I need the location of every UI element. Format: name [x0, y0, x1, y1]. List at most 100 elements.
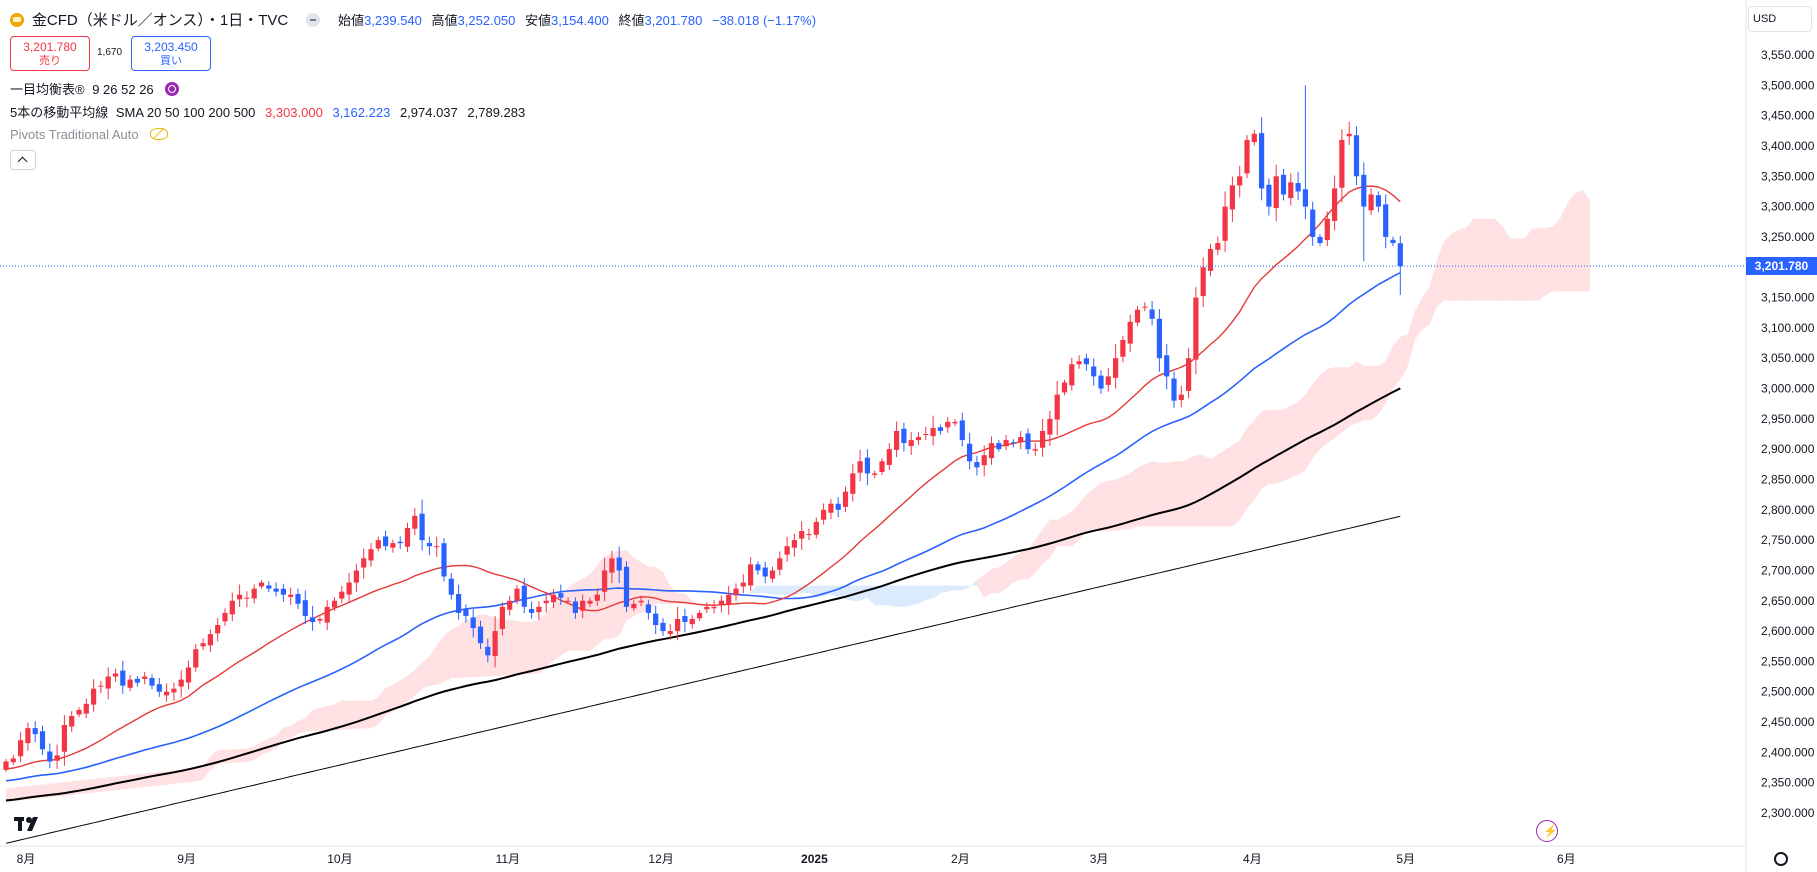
cloud-segment [1122, 473, 1131, 530]
candle [266, 581, 272, 593]
cloud-segment [582, 574, 590, 651]
hidden-eye-icon[interactable] [150, 127, 169, 140]
candle-body [653, 613, 659, 626]
cloud-segment [1071, 503, 1080, 547]
cloud-segment [1539, 227, 1547, 301]
candle-body [638, 600, 644, 603]
candle-body [76, 709, 82, 715]
cloud-segment [71, 780, 79, 795]
cloud-segment [1349, 361, 1357, 427]
cloud-segment [1451, 229, 1459, 301]
candle [456, 584, 462, 620]
open-label: 始値 [338, 13, 365, 28]
collapse-icon[interactable] [306, 13, 321, 27]
candle-body [981, 455, 987, 466]
candle [565, 597, 571, 605]
candle [1229, 176, 1235, 222]
candle [813, 517, 819, 539]
y-tick-label: 2,500.000 [1761, 685, 1815, 699]
buy-label: 買い [160, 55, 182, 67]
candle-body [426, 543, 432, 547]
candle [98, 681, 104, 694]
collapse-legend-button[interactable] [10, 150, 36, 170]
candle-body [711, 606, 717, 609]
chart-settings-button[interactable] [1772, 850, 1790, 868]
candle-body [740, 582, 746, 587]
candle [105, 667, 111, 700]
candle [623, 561, 630, 613]
candle [1156, 309, 1162, 372]
candle [156, 677, 162, 697]
sell-button[interactable]: 3,201.780 売り [10, 36, 90, 71]
symbol-title[interactable]: 金CFD（米ドル／オンス）・1日・TVC [31, 12, 289, 29]
cloud-segment [940, 585, 948, 594]
lightning-button[interactable]: ⚡ [1536, 820, 1558, 842]
cloud-segment [611, 550, 620, 639]
candle-body [1302, 189, 1308, 207]
cloud-segment [1225, 445, 1233, 527]
sma200-value: 2,789.283 [467, 105, 526, 120]
candle [193, 643, 199, 672]
sell-price: 3,201.780 [23, 40, 77, 54]
cloud-segment [1444, 233, 1452, 301]
candle-body [83, 703, 89, 714]
cloud-segment [436, 635, 444, 686]
candle-body [258, 582, 265, 587]
candle-body [339, 591, 345, 599]
candle [1280, 168, 1287, 201]
cloud-segment [1560, 202, 1569, 292]
cloud-segment [1057, 515, 1065, 547]
y-tick-label: 2,700.000 [1761, 563, 1815, 577]
sma-legend[interactable]: 5本の移動平均線 SMA 20 50 100 200 500 3,303.000… [10, 102, 525, 121]
candle [1266, 178, 1272, 216]
cloud-segment [1210, 454, 1218, 527]
buy-button[interactable]: 3,203.450 買い [131, 36, 211, 71]
cloud-segment [6, 787, 14, 803]
cloud-segment [1524, 229, 1532, 301]
candle-body [769, 570, 776, 579]
candle [1171, 371, 1177, 408]
cloud-segment [984, 568, 992, 598]
candle [1273, 164, 1279, 222]
cloud-segment [962, 585, 970, 591]
cloud-segment [1035, 529, 1043, 574]
y-tick-label: 3,400.000 [1761, 139, 1815, 153]
candle [1390, 236, 1396, 247]
tradingview-logo[interactable] [14, 815, 46, 833]
candle [514, 584, 520, 605]
candle-body [1186, 358, 1192, 391]
candle-body [602, 570, 608, 592]
pivots-legend[interactable]: Pivots Traditional Auto [10, 127, 169, 142]
candle-body [872, 473, 878, 475]
candle-body [485, 646, 491, 656]
candle [463, 604, 469, 623]
ichimoku-legend[interactable]: 一目均衡表® 9 26 52 26 [10, 79, 180, 98]
candle [295, 588, 301, 610]
cloud-segment [283, 725, 291, 741]
high-value: 3,252.050 [457, 13, 516, 28]
cloud-segment [918, 585, 926, 604]
currency-select[interactable]: USD [1748, 6, 1812, 32]
candle [185, 660, 192, 690]
candle [602, 557, 608, 602]
time-axis: 8月 9月 10月 11月 12月 2025 2月 3月 4月 5月 6月 [17, 852, 1576, 866]
candle-body [550, 594, 557, 603]
candle [879, 458, 885, 475]
cloud-segment [327, 704, 335, 731]
candle [1047, 410, 1053, 446]
candle-body [324, 606, 330, 623]
candle-body [733, 588, 739, 596]
candle-body [930, 427, 936, 437]
candle [383, 530, 389, 551]
cloud-segment [414, 662, 423, 696]
candle-body [412, 515, 418, 529]
candle-body [477, 626, 484, 644]
candle [967, 432, 973, 470]
candle [996, 440, 1002, 452]
candle-body [543, 600, 549, 604]
candle [696, 610, 703, 621]
cloud-segment [1400, 333, 1408, 380]
candle [507, 595, 513, 616]
candle [426, 536, 432, 556]
